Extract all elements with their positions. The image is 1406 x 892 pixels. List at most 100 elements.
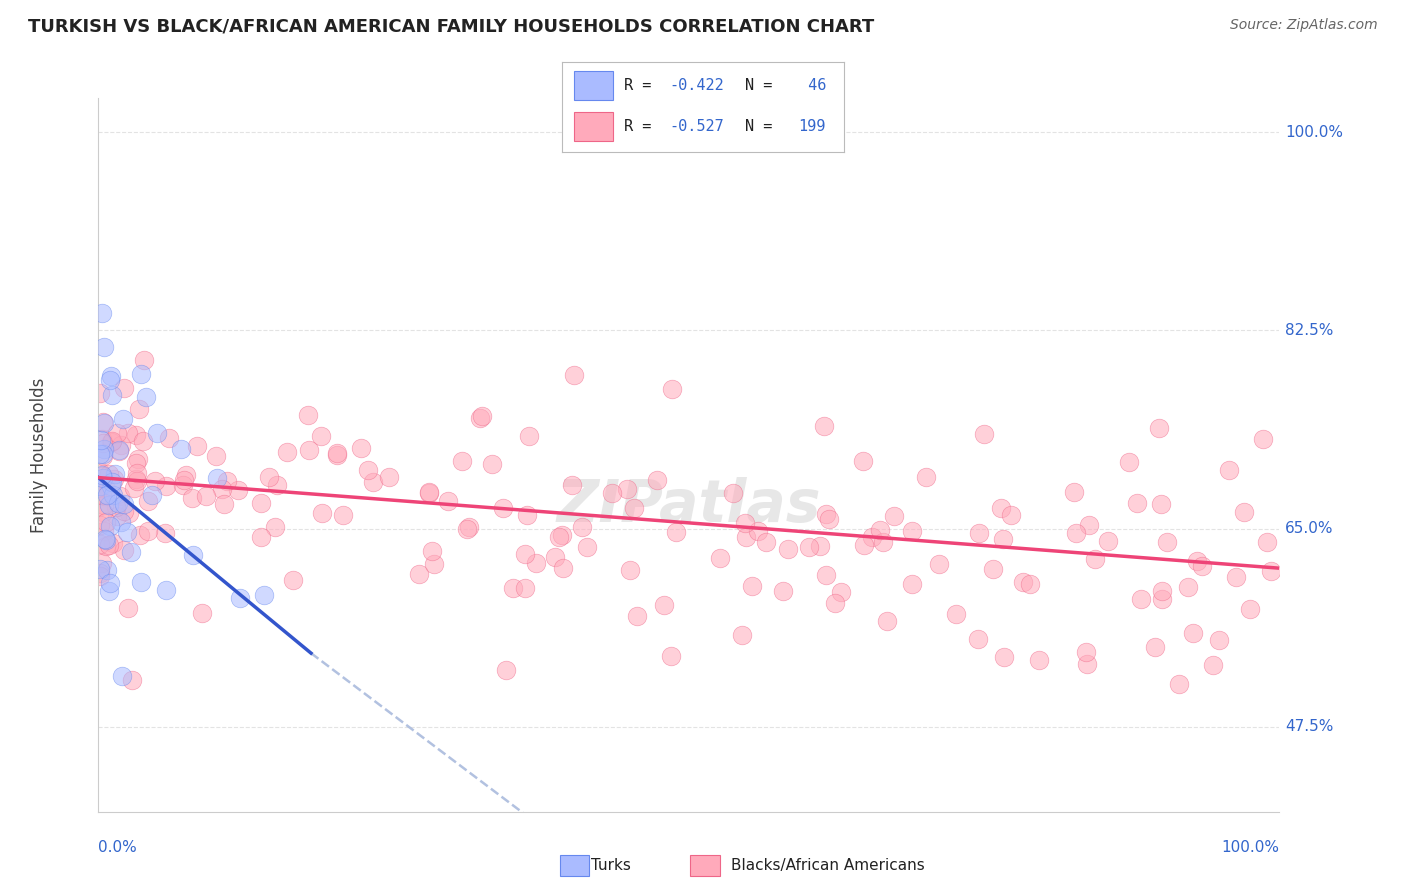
Point — [492, 500, 515, 515]
Point — [96, 488, 118, 502]
Point — [89, 485, 111, 500]
Point — [155, 582, 177, 597]
Point — [93, 489, 115, 503]
Point — [155, 479, 177, 493]
Point — [298, 442, 321, 457]
Text: 199: 199 — [799, 120, 825, 134]
Point — [928, 557, 950, 571]
Point — [104, 467, 127, 481]
Point — [103, 472, 125, 486]
Text: 100.0%: 100.0% — [1222, 840, 1279, 855]
Point — [157, 431, 180, 445]
Bar — [560, 855, 589, 876]
Point — [120, 545, 142, 559]
Point — [915, 469, 938, 483]
Point — [363, 475, 385, 489]
Point — [89, 569, 111, 583]
Point — [90, 432, 112, 446]
Point — [110, 438, 132, 452]
Point — [100, 373, 122, 387]
Point — [91, 468, 114, 483]
Point — [1019, 577, 1042, 591]
Point — [1000, 508, 1022, 523]
Point — [901, 577, 924, 591]
Point — [1185, 554, 1208, 568]
Point — [93, 340, 115, 354]
Point — [326, 448, 349, 462]
Point — [747, 524, 769, 539]
Point — [117, 425, 139, 440]
Point — [108, 489, 131, 503]
Text: 82.5%: 82.5% — [1285, 323, 1334, 338]
Bar — [574, 71, 613, 100]
Point — [830, 584, 852, 599]
Point — [91, 416, 114, 430]
Point — [128, 402, 150, 417]
Point — [883, 508, 905, 523]
Text: 65.0%: 65.0% — [1285, 521, 1334, 536]
Text: Turks: Turks — [591, 858, 630, 872]
Point — [194, 489, 217, 503]
Point — [191, 606, 214, 620]
Point — [1147, 420, 1170, 434]
Point — [1074, 645, 1097, 659]
Point — [89, 566, 111, 580]
Point — [127, 466, 149, 480]
Point — [141, 488, 163, 502]
Point — [1208, 632, 1230, 647]
Point — [127, 451, 149, 466]
Point — [215, 474, 238, 488]
Point — [96, 516, 118, 530]
Point — [513, 547, 536, 561]
Point — [131, 434, 153, 449]
Text: R =: R = — [624, 78, 661, 93]
Point — [1152, 584, 1174, 599]
Point — [111, 411, 134, 425]
Point — [101, 536, 124, 550]
Point — [457, 522, 479, 536]
Point — [1064, 526, 1087, 541]
Point — [1181, 625, 1204, 640]
Point — [860, 530, 883, 544]
Point — [515, 582, 537, 596]
Point — [1191, 558, 1213, 573]
Point — [1129, 592, 1152, 607]
Point — [297, 408, 319, 422]
Point — [731, 628, 754, 642]
Point — [797, 540, 820, 554]
Point — [423, 557, 446, 571]
Point — [1156, 535, 1178, 549]
Point — [90, 469, 112, 483]
Point — [735, 530, 758, 544]
Point — [1251, 432, 1274, 446]
Point — [105, 426, 128, 441]
Point — [136, 494, 159, 508]
Point — [1225, 570, 1247, 584]
Point — [616, 483, 638, 497]
Point — [91, 470, 114, 484]
Point — [1218, 463, 1240, 477]
Point — [173, 473, 195, 487]
Point — [422, 544, 444, 558]
Point — [205, 449, 228, 463]
Point — [96, 533, 118, 548]
Point — [91, 447, 114, 461]
Point — [136, 524, 159, 539]
Point — [134, 353, 156, 368]
Point — [600, 486, 623, 500]
Point — [665, 524, 688, 539]
Point — [901, 524, 924, 539]
Text: -0.422: -0.422 — [669, 78, 724, 93]
Point — [967, 632, 990, 647]
Point — [173, 477, 195, 491]
Point — [89, 386, 111, 401]
Point — [418, 484, 440, 499]
Point — [89, 499, 111, 513]
Point — [153, 526, 176, 541]
Point — [981, 562, 1004, 576]
Point — [89, 479, 111, 493]
Text: Source: ZipAtlas.com: Source: ZipAtlas.com — [1230, 18, 1378, 32]
Point — [89, 466, 111, 480]
Point — [814, 508, 837, 522]
Point — [117, 525, 139, 540]
